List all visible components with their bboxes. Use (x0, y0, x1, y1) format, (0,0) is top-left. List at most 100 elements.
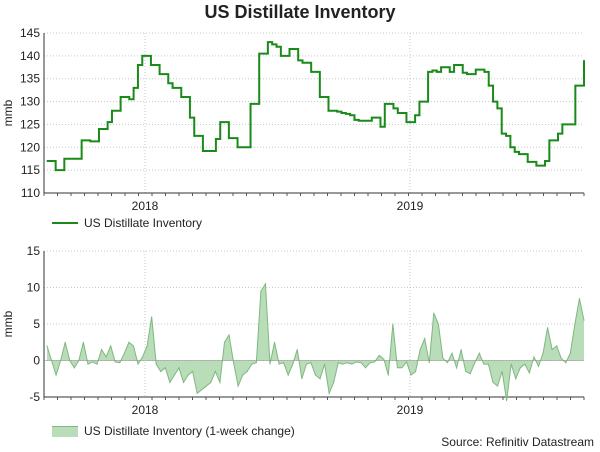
weekly-change-data-point (424, 338, 426, 340)
inventory-data-point (137, 64, 139, 66)
weekly-change-data-point (446, 362, 448, 364)
y-axis-label: mmb (1, 99, 15, 126)
inventory-data-point (332, 110, 334, 112)
inventory-data-point (449, 71, 451, 73)
source-note: Source: Refinitiv Datastream (441, 435, 594, 449)
legend-inventory: US Distillate Inventory (52, 216, 202, 230)
weekly-change-data-point (73, 367, 75, 369)
weekly-change-data-point (160, 370, 162, 372)
y-tick-label: 5 (33, 317, 40, 331)
weekly-change-data-point (283, 362, 285, 364)
inventory-data-point (271, 43, 273, 46)
weekly-change-data-point (87, 363, 89, 365)
weekly-change-data-point (437, 323, 439, 325)
weekly-change-data-point (292, 363, 294, 365)
inventory-data-point (336, 111, 338, 113)
inventory-data-point (527, 161, 529, 163)
weekly-change-data-point (183, 381, 185, 383)
weekly-change-data-point (569, 352, 571, 354)
inventory-data-point (436, 71, 438, 73)
weekly-change-data-point (574, 323, 576, 325)
weekly-change-data-point (196, 392, 198, 394)
weekly-change-data-point (474, 362, 476, 364)
inventory-data-point (392, 107, 395, 110)
inventory-data-point (397, 112, 399, 114)
inventory-data-point (319, 96, 321, 98)
weekly-change-data-point (369, 362, 371, 364)
inventory-data-point (488, 84, 490, 87)
inventory-data-point (120, 96, 122, 98)
weekly-change-data-point (169, 381, 171, 383)
inventory-data-point (375, 116, 377, 119)
weekly-change-data-point (205, 385, 207, 387)
weekly-change-data-point (560, 357, 562, 359)
weekly-change-data-point (442, 357, 444, 359)
legend-weekly-change-label: US Distillate Inventory (1-week change) (84, 424, 295, 438)
legend-weekly-change: US Distillate Inventory (1-week change) (52, 424, 295, 438)
weekly-change-data-point (128, 341, 130, 343)
inventory-data-point (81, 139, 83, 142)
weekly-change-data-point (565, 362, 567, 364)
weekly-change-data-point (264, 283, 266, 285)
weekly-change-data-point (96, 363, 98, 365)
inventory-data-point (401, 112, 403, 114)
inventory-data-point (133, 87, 135, 89)
weekly-change-data-point (305, 363, 307, 365)
weekly-change-data-point (214, 370, 216, 372)
weekly-change-data-point (510, 363, 512, 365)
y-tick-label: 110 (21, 186, 40, 200)
weekly-change-data-point (419, 349, 421, 351)
inventory-data-point (384, 103, 386, 105)
weekly-change-data-point (519, 367, 521, 369)
inventory-data-point (111, 110, 113, 112)
weekly-change-data-point (178, 367, 180, 369)
y-tick-label: 15 (27, 244, 41, 258)
inventory-data-point (557, 132, 559, 135)
weekly-change-data-point (333, 381, 335, 383)
weekly-change-data-point (451, 352, 453, 354)
inventory-data-point (453, 64, 455, 66)
chart-title: US Distillate Inventory (204, 2, 396, 22)
weekly-change-outline (46, 282, 585, 401)
inventory-data-point (55, 169, 57, 171)
weekly-change-data-point (501, 370, 503, 372)
inventory-data-point (483, 71, 485, 73)
weekly-change-data-point (278, 363, 280, 365)
weekly-change-data-point (251, 363, 253, 365)
weekly-change-data-point (528, 372, 530, 374)
weekly-change-data-point (142, 356, 144, 358)
inventory-data-point (323, 96, 325, 98)
inventory-data-point (514, 151, 516, 153)
inventory-data-point (509, 146, 511, 148)
weekly-change-data-point (132, 345, 134, 347)
inventory-data-point (314, 71, 317, 73)
weekly-change-data-point (387, 374, 389, 376)
weekly-change-data-point (64, 341, 66, 343)
inventory-data-point (475, 68, 477, 71)
inventory-data-point (388, 103, 390, 105)
weekly-change-data-point (483, 363, 485, 365)
inventory-data-point (501, 132, 503, 135)
weekly-change-data-point (537, 365, 539, 367)
weekly-change-data-point (201, 389, 203, 391)
inventory-data-point (297, 59, 299, 62)
weekly-change-data-point (78, 360, 80, 361)
weekly-change-data-point (146, 345, 148, 347)
inventory-data-point (241, 146, 243, 148)
inventory-data-point (540, 164, 542, 167)
inventory-data-point (531, 161, 533, 163)
inventory-data-point (262, 52, 265, 55)
weekly-change-data-point (487, 363, 489, 365)
legend-inventory-label: US Distillate Inventory (84, 216, 203, 230)
inventory-data-point (94, 140, 96, 142)
weekly-change-data-point (433, 312, 435, 314)
x-tick-label: 2018 (132, 403, 159, 417)
weekly-change-data-point (497, 385, 499, 387)
inventory-data-point (431, 69, 434, 72)
weekly-change-data-point (137, 363, 139, 365)
inventory-data-point (427, 71, 429, 73)
inventory-data-point (197, 135, 200, 137)
inventory-data-point (202, 150, 204, 152)
x-tick-label: 2019 (397, 199, 424, 213)
weekly-change-data-point (324, 363, 326, 365)
